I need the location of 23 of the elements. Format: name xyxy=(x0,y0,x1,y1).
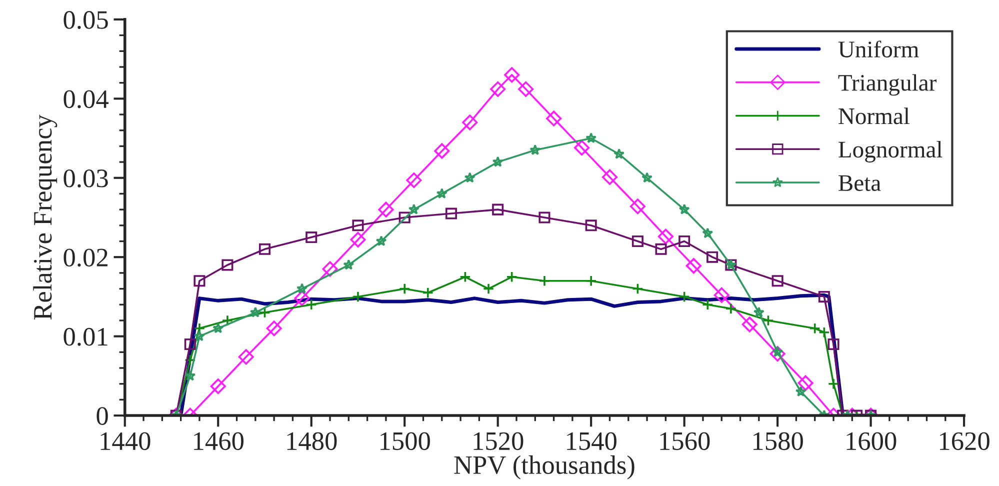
x-tick-label: 1600 xyxy=(846,432,896,450)
x-tick-label: 1620 xyxy=(940,432,990,450)
y-tick-label: 0.02 xyxy=(64,248,108,267)
legend-label: Uniform xyxy=(838,40,919,58)
x-tick-label: 1440 xyxy=(100,432,150,450)
legend-label: Beta xyxy=(838,175,881,192)
x-tick-label: 1580 xyxy=(753,432,803,450)
x-axis-title: NPV (thousands) xyxy=(454,455,634,480)
legend-label: Normal xyxy=(838,108,910,124)
y-tick-label: 0.03 xyxy=(64,169,108,188)
y-tick-label: 0.05 xyxy=(64,11,108,29)
y-axis-title: Relative Frequency xyxy=(33,114,58,320)
x-tick-label: 1500 xyxy=(380,432,430,450)
x-tick-label: 1460 xyxy=(194,432,244,450)
y-tick-label: 0.01 xyxy=(64,328,108,346)
x-tick-label: 1540 xyxy=(567,432,616,450)
x-tick-label: 1560 xyxy=(660,432,710,450)
y-tick-label: 0.04 xyxy=(64,90,108,108)
legend-label: Lognormal xyxy=(838,140,942,162)
x-tick-label: 1480 xyxy=(287,432,337,450)
legend-label: Triangular xyxy=(838,74,936,96)
x-tick-label: 1520 xyxy=(474,432,524,450)
y-tick-label: 0 xyxy=(96,407,108,425)
